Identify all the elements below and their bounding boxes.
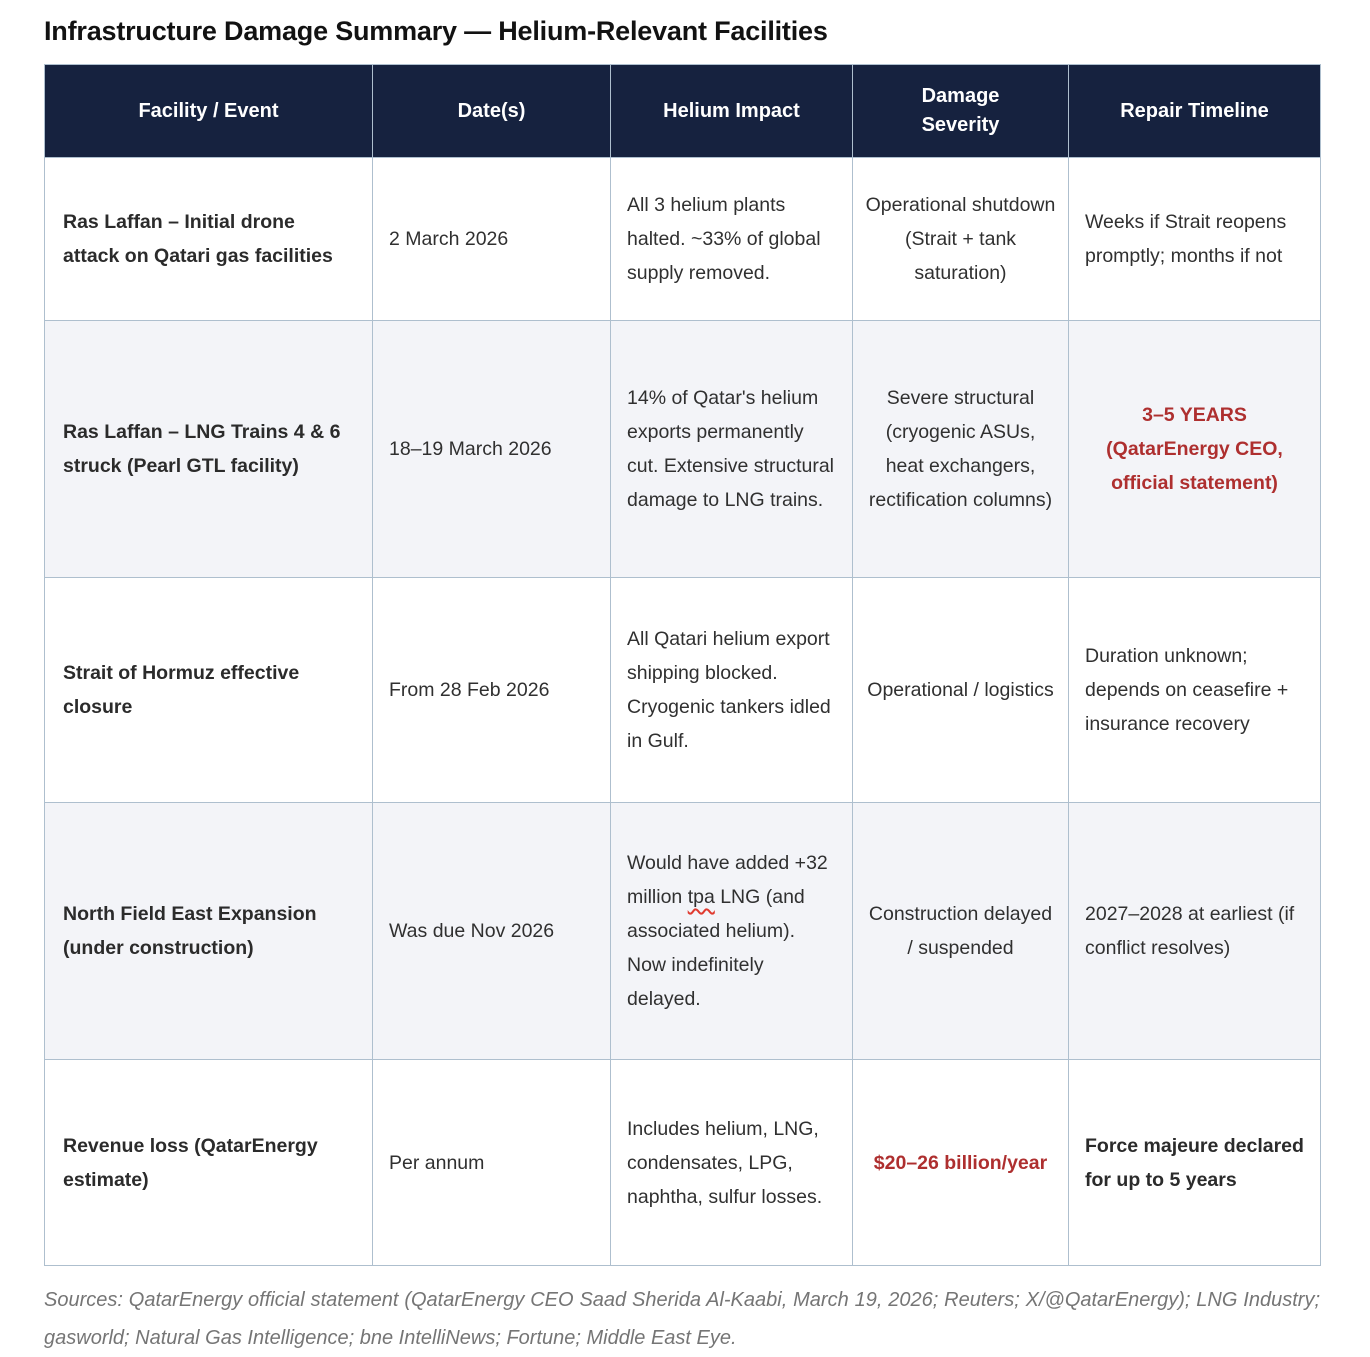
damage-severity-cell: Severe structural (cryogenic ASUs, heat …	[852, 320, 1069, 578]
facility-cell: Ras Laffan – LNG Trains 4 & 6 struck (Pe…	[44, 320, 373, 578]
helium-impact-cell: 14% of Qatar's helium exports permanentl…	[610, 320, 853, 578]
facility-cell: Revenue loss (QatarEnergy estimate)	[44, 1059, 373, 1266]
repair-timeline-cell: Force majeure declared for up to 5 years	[1068, 1059, 1321, 1266]
dates-cell: 2 March 2026	[372, 157, 611, 321]
column-header-dates: Date(s)	[372, 64, 611, 158]
damage-severity-cell: Operational / logistics	[852, 577, 1069, 803]
helium-impact-cell: All Qatari helium export shipping blocke…	[610, 577, 853, 803]
misspelled-word-spellcheck-underline: tpa	[687, 886, 715, 908]
repair-timeline-cell: Duration unknown; depends on ceasefire +…	[1068, 577, 1321, 803]
table-row-lng-trains-struck: Ras Laffan – LNG Trains 4 & 6 struck (Pe…	[44, 320, 1321, 578]
repair-timeline-cell: Weeks if Strait reopens promptly; months…	[1068, 157, 1321, 321]
column-header-damage-severity: Damage Severity	[852, 64, 1069, 158]
helium-impact-cell: Includes helium, LNG, condensates, LPG, …	[610, 1059, 853, 1266]
helium-impact-cell: All 3 helium plants halted. ~33% of glob…	[610, 157, 853, 321]
damage-severity-cell-highlighted: $20–26 billion/year	[852, 1059, 1069, 1266]
column-header-helium-impact: Helium Impact	[610, 64, 853, 158]
facility-cell: North Field East Expansion (under constr…	[44, 802, 373, 1060]
damage-severity-cell: Operational shutdown (Strait + tank satu…	[852, 157, 1069, 321]
facility-cell: Ras Laffan – Initial drone attack on Qat…	[44, 157, 373, 321]
helium-impact-cell: Would have added +32 million tpa LNG (an…	[610, 802, 853, 1060]
repair-timeline-cell-highlighted: 3–5 YEARS (QatarEnergy CEO, official sta…	[1068, 320, 1321, 578]
impact-text-after: LNG (and associated helium). Now indefin…	[627, 886, 805, 1010]
repair-timeline-cell: 2027–2028 at earliest (if conflict resol…	[1068, 802, 1321, 1060]
dates-cell: Was due Nov 2026	[372, 802, 611, 1060]
sources-note: Sources: QatarEnergy official statement …	[44, 1289, 1320, 1349]
table-row-strait-of-hormuz: Strait of Hormuz effective closure From …	[44, 577, 1321, 803]
table-row-north-field-east: North Field East Expansion (under constr…	[44, 802, 1321, 1060]
impact-text-before: Would have added +32 million	[627, 852, 828, 908]
facility-cell: Strait of Hormuz effective closure	[44, 577, 373, 803]
dates-cell: Per annum	[372, 1059, 611, 1266]
dates-cell: 18–19 March 2026	[372, 320, 611, 578]
column-header-facility: Facility / Event	[44, 64, 373, 158]
table-row-revenue-loss: Revenue loss (QatarEnergy estimate) Per …	[44, 1059, 1321, 1266]
damage-severity-cell: Construction delayed / suspended	[852, 802, 1069, 1060]
table-header-row: Facility / Event Date(s) Helium Impact D…	[44, 64, 1321, 158]
dates-cell: From 28 Feb 2026	[372, 577, 611, 803]
page-title: Infrastructure Damage Summary — Helium-R…	[44, 16, 828, 46]
table-row-ras-laffan-drone-attack: Ras Laffan – Initial drone attack on Qat…	[44, 157, 1321, 321]
infrastructure-damage-table: Facility / Event Date(s) Helium Impact D…	[44, 64, 1321, 1266]
column-header-repair-timeline: Repair Timeline	[1068, 64, 1321, 158]
